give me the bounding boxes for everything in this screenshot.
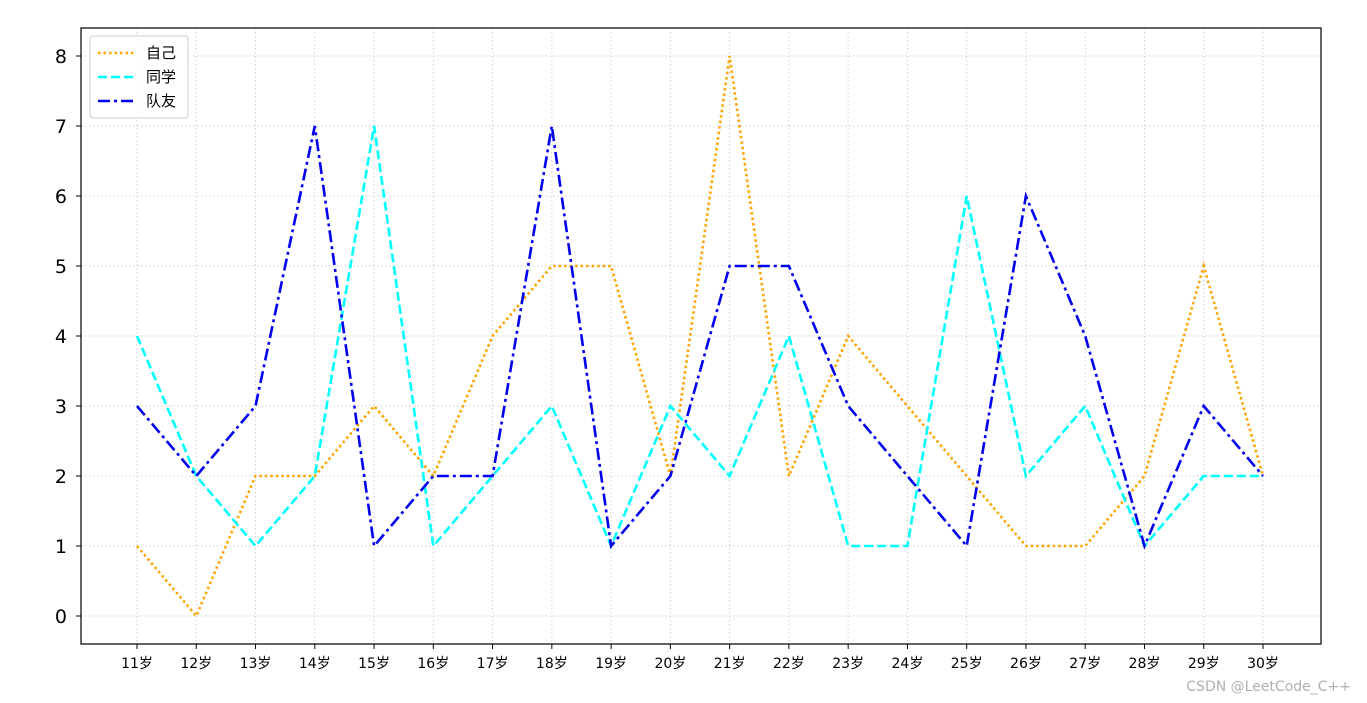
y-axis: 0 1 2 3 4 5 6 7 8 [55,46,81,628]
series-lines [135,55,1265,619]
legend-label: 队友 [146,92,176,110]
x-tick-label: 26岁 [1010,656,1042,672]
grid [81,28,1321,644]
y-tick-label: 5 [55,256,67,278]
legend-label: 同学 [146,68,176,86]
series-line-2 [135,125,1263,550]
x-tick-label: 19岁 [595,656,627,672]
y-tick-label: 1 [55,536,67,558]
x-tick-label: 16岁 [417,656,449,672]
y-tick-label: 0 [55,606,67,628]
x-tick-label: 22岁 [773,656,805,672]
series-line-1 [136,55,1265,619]
y-tick-label: 6 [55,186,67,208]
watermark: CSDN @LeetCode_C++ [1186,679,1351,695]
x-tick-label: 11岁 [121,656,153,672]
x-tick-label: 29岁 [1188,656,1220,672]
x-tick-label: 23岁 [832,656,864,672]
y-tick-label: 3 [55,396,67,418]
y-tick-label: 2 [55,466,67,488]
x-tick-label: 21岁 [714,656,746,672]
x-tick-label: 13岁 [240,656,272,672]
series-line-3 [136,125,1264,550]
x-tick-label: 18岁 [536,656,568,672]
legend-box [89,35,189,119]
y-tick-label: 4 [55,326,67,348]
x-tick-label: 15岁 [358,656,390,672]
y-tick-label: 8 [55,46,67,68]
legend-label: 自己 [146,44,176,62]
x-tick-label: 14岁 [299,656,331,672]
x-tick-label: 12岁 [180,656,212,672]
y-tick-label: 7 [55,116,67,138]
x-tick-label: 28岁 [1129,656,1161,672]
x-tick-label: 30岁 [1247,656,1279,672]
x-tick-label: 17岁 [477,656,509,672]
x-tick-label: 24岁 [892,656,924,672]
x-tick-label: 25岁 [951,656,983,672]
x-tick-label: 20岁 [654,656,686,672]
x-axis: 11岁 12岁 13岁 14岁 15岁 16岁 17岁 18岁 19岁 20岁 21岁 22岁 23岁 2… [121,644,1279,672]
x-tick-label: 27岁 [1069,656,1101,672]
